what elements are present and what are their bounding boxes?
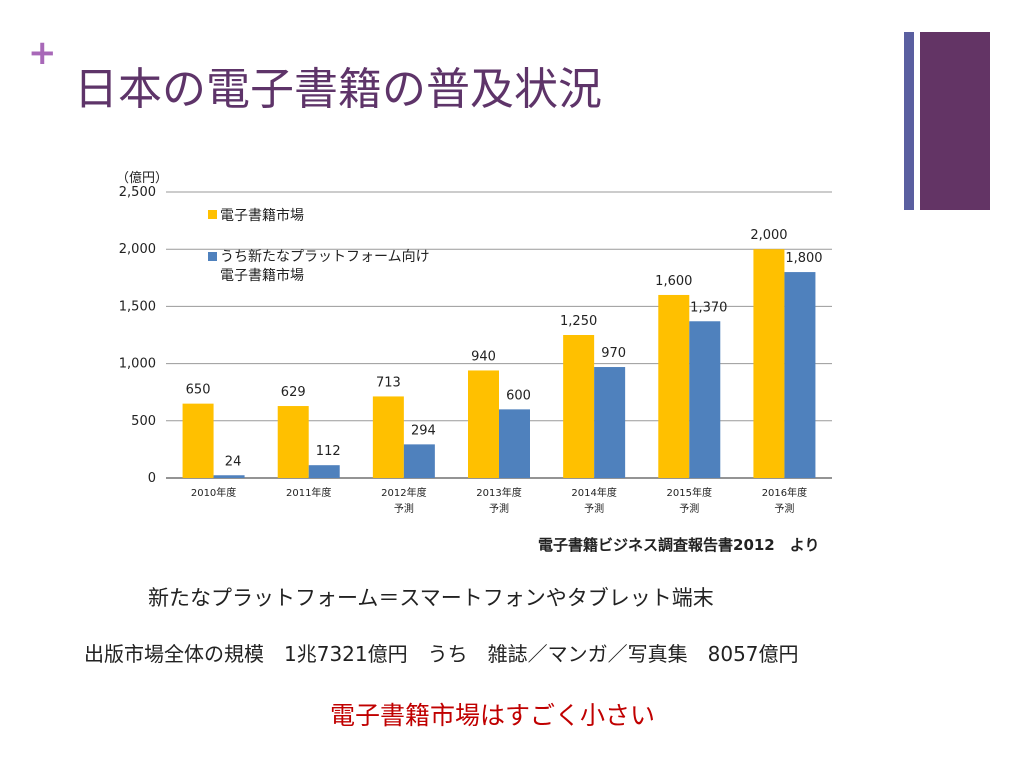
data-label-total: 650 — [186, 383, 211, 398]
x-tick-note: 予測 — [774, 502, 794, 515]
legend-label-new-platform-line1: うち新たなプラットフォーム向け — [220, 249, 430, 265]
x-tick-label: 2012年度 — [381, 486, 426, 499]
platform-definition-text: 新たなプラットフォーム＝スマートフォンやタブレット端末 — [148, 586, 714, 610]
source-note: 電子書籍ビジネス調査報告書2012 より — [538, 536, 820, 554]
legend-label-new-platform-line2: 電子書籍市場 — [220, 267, 304, 284]
bar-total — [277, 406, 309, 478]
plus-icon: + — [28, 33, 57, 73]
x-tick-note: 予測 — [489, 502, 509, 515]
x-tick-note: 予測 — [394, 502, 414, 515]
decorative-bar-thin — [904, 32, 914, 210]
conclusion-text: 電子書籍市場はすごく小さい — [330, 701, 656, 730]
bar-new-platform — [403, 444, 435, 478]
bar-new-platform — [499, 409, 530, 478]
data-label-new-platform: 24 — [225, 454, 242, 469]
bar-total — [468, 370, 499, 478]
bar-new-platform — [594, 367, 626, 478]
x-tick-label: 2010年度 — [191, 486, 236, 499]
slide-title: 日本の電子書籍の普及状況 — [74, 64, 602, 115]
data-label-total: 1,250 — [560, 314, 597, 329]
bar-total — [372, 396, 404, 478]
x-tick-label: 2011年度 — [286, 486, 331, 499]
legend-swatch-new-platform — [208, 252, 217, 261]
y-tick-label: 2,000 — [119, 242, 156, 257]
data-label-new-platform: 112 — [316, 444, 341, 459]
x-tick-label: 2015年度 — [667, 486, 712, 499]
bar-total — [563, 335, 595, 478]
bar-total — [658, 294, 690, 478]
data-label-total: 1,600 — [655, 274, 692, 289]
legend-swatch-total — [208, 210, 217, 219]
bar-new-platform — [308, 465, 340, 478]
bar-chart-svg: （億円） 0 500 1,000 1,500 2,000 2,500 650 24 2010年度 6… — [116, 170, 832, 515]
bar-new-platform — [784, 272, 816, 478]
data-label-new-platform: 1,800 — [785, 251, 822, 266]
x-tick-note: 予測 — [584, 502, 604, 515]
x-tick-label: 2013年度 — [476, 486, 521, 499]
y-tick-label: 1,500 — [119, 299, 156, 314]
x-tick-label: 2016年度 — [762, 486, 807, 499]
bar-total — [182, 403, 214, 478]
data-label-total: 940 — [471, 349, 496, 364]
bar-new-platform — [213, 475, 245, 478]
market-size-text: 出版市場全体の規模 1兆7321億円 うち 雑誌／マンガ／写真集 8057億円 — [84, 642, 799, 666]
bar-chart: （億円） 0 500 1,000 1,500 2,000 2,500 650 24 2010年度 6… — [106, 158, 846, 528]
legend-label-total: 電子書籍市場 — [220, 207, 304, 224]
data-label-total: 2,000 — [750, 228, 787, 243]
x-tick-label: 2014年度 — [571, 486, 616, 499]
bar-total — [753, 249, 785, 478]
data-label-new-platform: 970 — [601, 346, 626, 361]
y-tick-label: 1,000 — [119, 357, 156, 372]
data-label-new-platform: 1,370 — [690, 300, 727, 315]
y-tick-label: 2,500 — [119, 185, 156, 200]
data-label-total: 629 — [281, 385, 306, 400]
y-tick-label: 500 — [131, 414, 156, 429]
decorative-bar-thick — [920, 32, 990, 210]
data-label-new-platform: 600 — [506, 388, 531, 403]
bar-new-platform — [689, 321, 721, 478]
x-tick-note: 予測 — [679, 502, 699, 515]
y-tick-label: 0 — [148, 471, 156, 486]
data-label-total: 713 — [376, 375, 401, 390]
data-label-new-platform: 294 — [411, 423, 436, 438]
y-axis-unit-label: （億円） — [116, 170, 168, 186]
